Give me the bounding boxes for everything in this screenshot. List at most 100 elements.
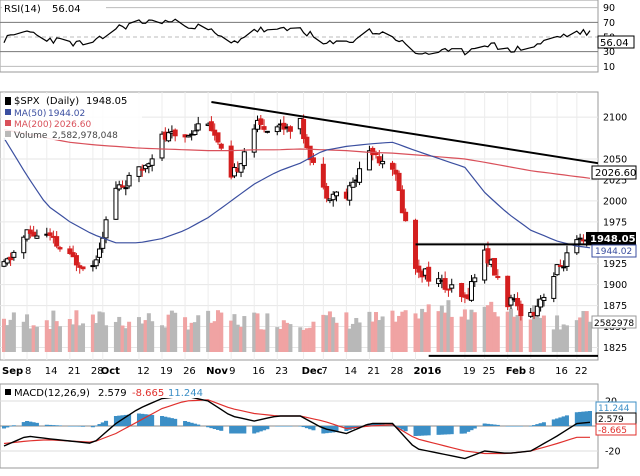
volume-bar [21,321,26,352]
macd-histogram-bar [403,426,408,432]
candle-body [139,168,145,171]
macd-histogram-bar [113,416,118,426]
candle-body [538,298,544,308]
candle-body [416,265,422,273]
candle-body [8,256,14,261]
volume-bar [44,320,49,352]
volume-bar [512,316,517,352]
candle-body [54,236,60,247]
candle-body [215,132,221,143]
volume-bar [397,315,402,352]
macd-histogram-bar [397,426,402,428]
macd-histogram-bar [169,418,174,426]
macd-histogram-bar [538,423,543,426]
macd-histogram-bar [505,426,510,427]
x-axis-label: 21 [68,366,81,377]
volume-bar [555,315,560,352]
macd-histogram-bar [127,414,132,426]
candle-body [366,150,372,171]
macd-histogram-bar [51,425,56,426]
volume-bar [469,309,474,352]
price-legend-symbol: $SPX [14,96,40,107]
candle-body [515,297,521,307]
volume-bar [485,305,490,352]
macd-histogram-bar [150,414,155,426]
macd-histogram-bar [564,415,569,426]
price-scale-label: 1825 [603,343,627,354]
volume-bar [232,314,237,352]
volume-bar [350,323,355,352]
candle-body [505,275,511,308]
candle-body [442,278,448,290]
macd-histogram-bar [34,422,39,426]
rsi-legend-value: 56.04 [52,4,81,15]
candle-body [508,297,514,306]
volume-bar [301,329,306,352]
candle-body [218,143,224,149]
macd-histogram-bar [449,426,454,435]
candle-body [534,305,540,317]
macd-histogram-bar [143,414,148,426]
volume-bar [235,324,240,352]
macd-histogram-bar [97,424,102,426]
macd-histogram-bar [321,426,326,434]
candle-body [93,259,99,267]
macd-legend-signal: -8.665 [132,388,164,399]
volume-bar [104,325,109,352]
candle-body [258,118,264,125]
volume-bar [136,317,141,352]
volume-bar [311,321,316,352]
volume-bar [8,319,13,352]
candle-body [459,283,465,298]
price-scale-label: 2000 [603,196,627,207]
macd-histogram-bar [528,426,533,427]
volume-badge [591,315,637,329]
ma200-legend-value: 2026.60 [54,120,91,130]
macd-histogram-bar [334,426,339,433]
x-axis-label: 8 [25,366,31,377]
candle-body [396,172,402,191]
volume-bar [169,310,174,352]
legend-swatch-ma50 [5,109,11,115]
volume-bar [588,321,592,352]
volume-bar [57,326,62,352]
volume-bar [581,311,586,352]
macd-histogram-bar [436,426,441,435]
volume-bar [400,311,405,352]
candle-body [136,166,142,177]
macd-histogram-bar [370,423,375,426]
macd-histogram-bar [100,422,105,426]
candle-body [380,160,386,165]
macd-histogram-bar [192,423,197,426]
macd-legend-bg [2,386,198,398]
candle-body [31,231,37,237]
volume-bar [416,318,421,352]
macd-histogram-bar [561,416,566,426]
volume-bar [492,312,497,352]
macd-histogram-bar [163,416,168,426]
volume-bar [97,311,102,352]
volume-bar [189,322,194,352]
candle-body [159,133,165,159]
candle-body [310,157,316,163]
macd-histogram-bar [239,426,244,434]
volume-bar [127,321,132,352]
candle-body [96,248,102,258]
macd-histogram-bar [262,426,267,431]
macd-legend-macd: 2.579 [98,388,127,399]
rsi-value-badge [597,35,635,49]
price-legend-period: (Daily) [46,96,79,107]
volume-legend-label: Volume [14,131,48,141]
x-axis-label: Oct [101,366,120,377]
legend-swatch-volume [5,131,11,137]
macd-histogram-bar [94,425,99,427]
volume-bar [446,300,451,352]
x-axis-label: 19 [160,366,173,377]
volume-bar [505,311,510,352]
macd-histogram-bar [551,419,556,426]
legend-swatch-ma200 [5,120,11,126]
candle-body [320,163,326,188]
volume-bar [215,310,220,352]
macd-histogram-bar [212,426,217,430]
candle-body [103,219,109,239]
